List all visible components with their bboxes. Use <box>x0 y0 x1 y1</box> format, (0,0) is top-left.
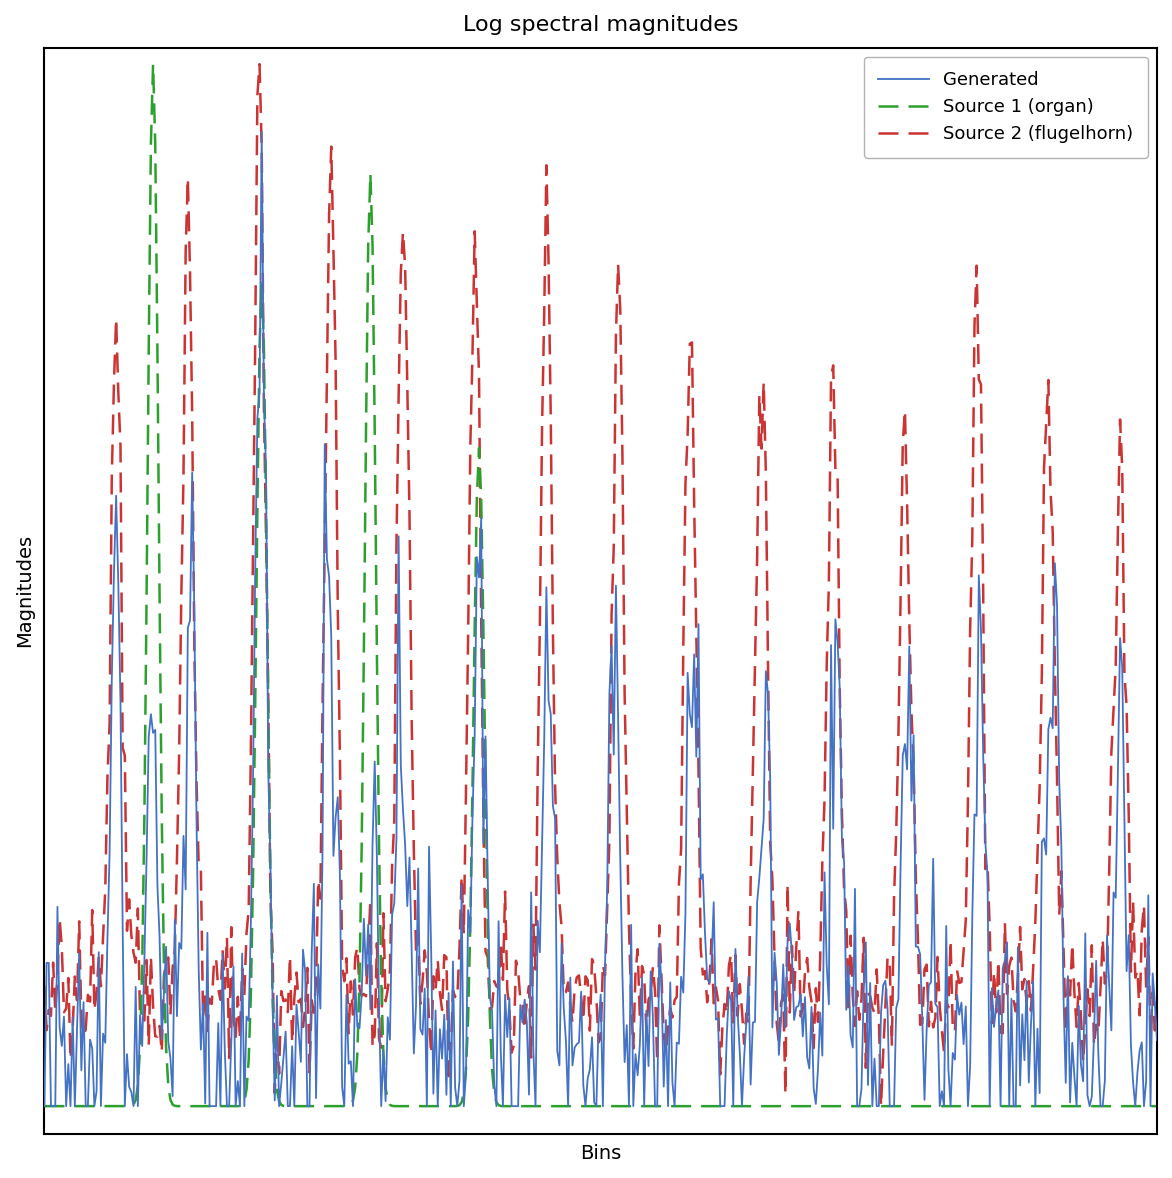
Generated <box>57 1010 71 1024</box>
Line: Source 1 (organ): Source 1 (organ) <box>45 64 1157 1106</box>
Source 1 (organ) <box>57 1099 71 1113</box>
Generated <box>38 1099 52 1113</box>
Generated <box>729 942 743 957</box>
Generated <box>267 1093 281 1107</box>
Source 2 (flugelhorn) <box>729 948 743 962</box>
Source 2 (flugelhorn) <box>1142 929 1156 944</box>
Source 2 (flugelhorn) <box>38 979 52 993</box>
Source 1 (organ) <box>38 1099 52 1113</box>
Source 1 (organ) <box>729 1099 743 1113</box>
Source 2 (flugelhorn) <box>239 926 253 940</box>
Source 2 (flugelhorn) <box>1150 994 1164 1008</box>
Source 1 (organ) <box>188 1099 202 1113</box>
Source 1 (organ) <box>241 1053 255 1067</box>
X-axis label: Bins: Bins <box>580 1144 621 1163</box>
Source 2 (flugelhorn) <box>57 1005 71 1019</box>
Y-axis label: Magnitudes: Magnitudes <box>15 534 34 647</box>
Source 2 (flugelhorn) <box>185 408 199 422</box>
Generated <box>1139 1074 1153 1088</box>
Source 2 (flugelhorn) <box>267 1086 281 1100</box>
Generated <box>1150 1033 1164 1047</box>
Source 1 (organ) <box>1150 1099 1164 1113</box>
Line: Generated: Generated <box>45 132 1157 1106</box>
Generated <box>239 1010 253 1024</box>
Source 2 (flugelhorn) <box>874 1099 888 1113</box>
Source 1 (organ) <box>1139 1099 1153 1113</box>
Generated <box>254 125 268 139</box>
Source 1 (organ) <box>267 1053 281 1067</box>
Source 1 (organ) <box>146 57 161 71</box>
Generated <box>185 465 199 479</box>
Source 2 (flugelhorn) <box>252 57 266 71</box>
Title: Log spectral magnitudes: Log spectral magnitudes <box>463 15 738 35</box>
Line: Source 2 (flugelhorn): Source 2 (flugelhorn) <box>45 64 1157 1106</box>
Legend: Generated, Source 1 (organ), Source 2 (flugelhorn): Generated, Source 1 (organ), Source 2 (f… <box>864 57 1147 158</box>
